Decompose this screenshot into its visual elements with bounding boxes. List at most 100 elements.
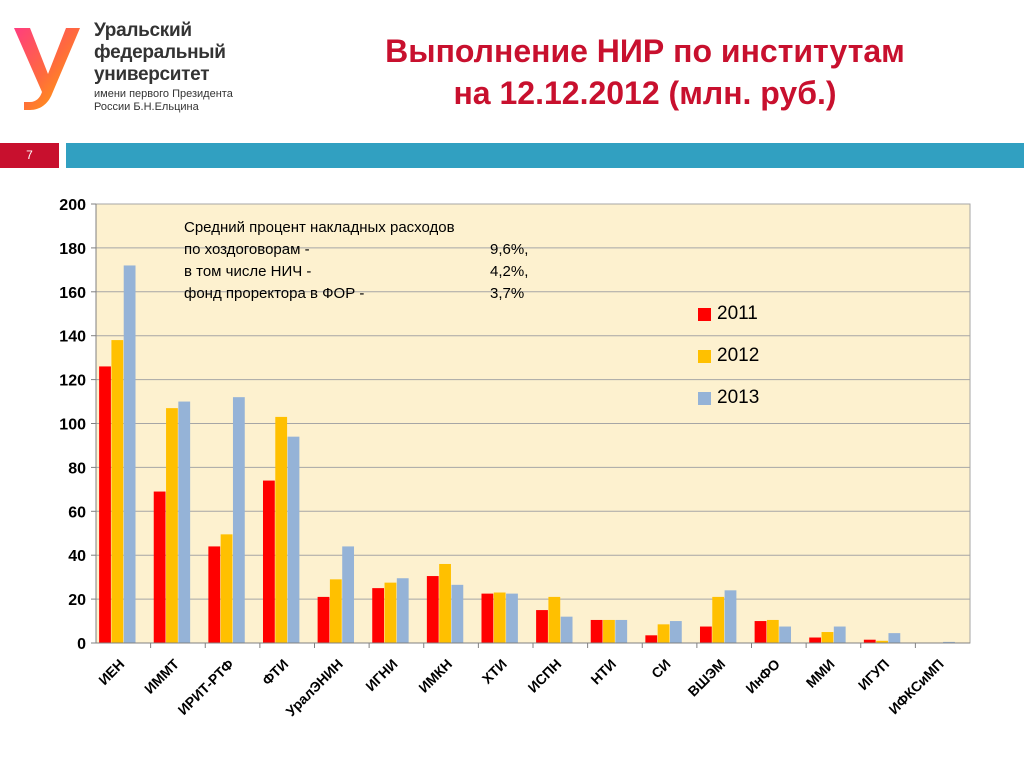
university-logo: Уральский федеральный университет имени … xyxy=(8,14,248,124)
legend-label: 2012 xyxy=(717,345,760,366)
bar-2011 xyxy=(699,626,712,643)
overhead-annotation: Средний процент накладных расходов по хо… xyxy=(184,217,528,305)
x-tick-label: ИММТ xyxy=(141,656,182,697)
chart-legend: 2011 2012 2013 xyxy=(698,293,759,419)
bar-2013 xyxy=(615,619,628,643)
logo-line-3: университет xyxy=(94,64,210,85)
bar-2012 xyxy=(111,340,124,643)
bar-2013 xyxy=(178,401,191,643)
bar-2011 xyxy=(208,546,221,643)
x-tick-label: СИ xyxy=(648,656,674,682)
bar-2012 xyxy=(657,624,670,643)
bar-2013 xyxy=(287,436,300,643)
annotation-label: фонд проректора в ФОР - xyxy=(184,285,365,302)
y-tick-label: 60 xyxy=(68,504,86,521)
bar-2012 xyxy=(766,619,779,643)
slide-title: Выполнение НИР по институтам на 12.12.20… xyxy=(330,30,960,114)
annotation-row-2: по хоздоговорам - 9,6%, xyxy=(184,239,528,261)
y-tick-label: 100 xyxy=(59,417,86,434)
bar-2011 xyxy=(99,366,111,643)
bar-2012 xyxy=(220,534,233,643)
x-tick-label: ИГУП xyxy=(855,656,892,693)
legend-swatch xyxy=(698,349,711,363)
bar-2011 xyxy=(481,593,494,643)
logo-subline-2: России Б.Н.Ельцина xyxy=(94,101,199,113)
x-tick-label: ММИ xyxy=(803,656,838,691)
bar-2011 xyxy=(590,619,603,643)
bar-2012 xyxy=(876,640,888,643)
annotation-line-1: Средний процент накладных расходов xyxy=(184,219,455,236)
university-logo-mark xyxy=(14,28,80,110)
bar-2011 xyxy=(754,621,767,643)
annotation-label: в том числе НИЧ - xyxy=(184,263,312,280)
y-tick-label: 140 xyxy=(59,329,86,346)
annotation-label: по хоздоговорам - xyxy=(184,241,310,258)
y-axis: 0 20 40 60 80 100 120 140 160 180 200 xyxy=(59,197,97,653)
x-tick-label: ИГНИ xyxy=(362,656,400,694)
x-tick-label: ИСПН xyxy=(525,656,565,696)
annotation-value: 3,7% xyxy=(490,285,525,302)
bar-2012 xyxy=(329,579,342,643)
bar-2012 xyxy=(548,596,561,643)
bar-2012 xyxy=(821,632,834,643)
bar-2012 xyxy=(439,563,451,643)
bar-2011 xyxy=(426,576,439,643)
page-number-bar xyxy=(0,143,59,168)
y-tick-label: 20 xyxy=(68,592,86,609)
y-tick-label: 120 xyxy=(59,373,86,390)
x-tick-label: ФТИ xyxy=(259,656,292,689)
y-tick-label: 40 xyxy=(68,548,86,565)
annotation-value: 9,6%, xyxy=(490,241,529,258)
x-tick-label: ИРИТ-РТФ xyxy=(175,656,237,718)
legend-label: 2013 xyxy=(717,387,760,408)
legend-swatch xyxy=(698,391,711,405)
legend-swatch xyxy=(698,307,711,321)
title-line-1: Выполнение НИР по институтам xyxy=(385,33,905,69)
y-tick-label: 160 xyxy=(59,285,86,302)
bar-2011 xyxy=(645,635,658,643)
x-tick-label: ХТИ xyxy=(479,656,510,687)
bar-2012 xyxy=(603,619,615,643)
bar-2011 xyxy=(863,639,876,643)
annotation-row-3: в том числе НИЧ - 4,2%, xyxy=(184,261,528,283)
legend-item-2012: 2012 xyxy=(698,335,759,377)
bar-2011 xyxy=(153,491,166,643)
bar-2013 xyxy=(669,621,682,643)
bar-2012 xyxy=(275,416,288,643)
header-accent-bar xyxy=(66,143,1024,168)
y-tick-label: 0 xyxy=(77,636,86,653)
legend-label: 2011 xyxy=(717,303,758,324)
bar-2011 xyxy=(372,588,385,643)
page-number: 7 xyxy=(26,148,33,162)
x-tick-label: ИЕН xyxy=(95,656,127,688)
annotation-row-4: фонд проректора в ФОР - 3,7% xyxy=(184,283,528,305)
bar-2013 xyxy=(560,616,573,643)
bar-2011 xyxy=(317,596,330,643)
bar-2013 xyxy=(779,626,792,643)
bar-2013 xyxy=(724,590,737,643)
bar-2012 xyxy=(384,582,397,643)
bar-2013 xyxy=(833,626,846,643)
bar-2013 xyxy=(451,584,464,643)
title-line-2: на 12.12.2012 (млн. руб.) xyxy=(453,75,837,111)
bar-2011 xyxy=(536,610,548,643)
bars xyxy=(99,265,955,643)
bar-2013 xyxy=(396,578,409,643)
logo-line-2: федеральный xyxy=(94,42,226,63)
x-tick-label: ИнФО xyxy=(742,656,783,697)
bar-2013 xyxy=(506,593,518,643)
bar-2011 xyxy=(809,637,822,643)
bar-2012 xyxy=(493,592,506,643)
bar-2013 xyxy=(943,641,955,643)
legend-item-2013: 2013 xyxy=(698,377,759,419)
bar-2013 xyxy=(123,265,136,643)
bar-2013 xyxy=(342,546,355,643)
bar-2012 xyxy=(166,408,178,643)
bar-2012 xyxy=(712,596,725,643)
annotation-value: 4,2%, xyxy=(490,263,529,280)
bar-2011 xyxy=(262,480,275,643)
logo-line-1: Уральский xyxy=(94,20,192,41)
x-tick-label: ИМКН xyxy=(415,656,455,696)
bar-chart: 0 20 40 60 80 100 120 140 160 180 200 ИЕН ИММТИРИТ-… xyxy=(59,197,971,719)
